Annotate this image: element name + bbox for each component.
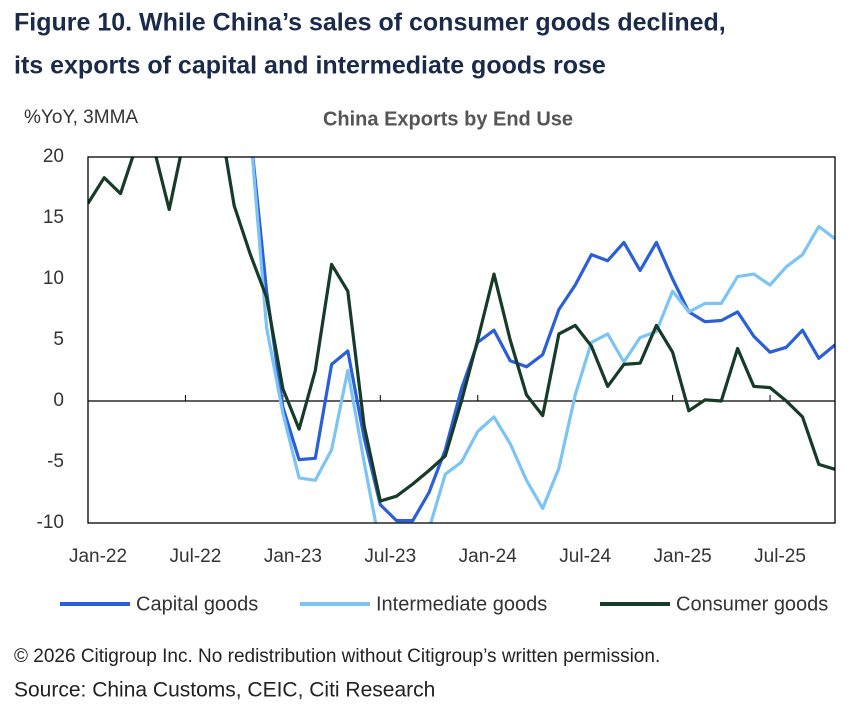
plot-lines bbox=[88, 157, 835, 523]
source: Source: China Customs, CEIC, Citi Resear… bbox=[14, 679, 435, 702]
x-tick-label: Jan-24 bbox=[459, 546, 518, 567]
y-axis-label: %YoY, 3MMA bbox=[24, 107, 138, 128]
copyright: © 2026 Citigroup Inc. No redistribution … bbox=[14, 646, 660, 667]
y-tick-label: 20 bbox=[43, 146, 64, 167]
x-tick-label: Jan-23 bbox=[264, 546, 322, 567]
legend-label: Intermediate goods bbox=[376, 593, 547, 615]
legend-label: Capital goods bbox=[136, 593, 258, 615]
y-tick-label: -10 bbox=[37, 512, 64, 533]
plot-frame bbox=[87, 156, 836, 524]
series-line bbox=[250, 157, 835, 523]
y-tick-label: 5 bbox=[53, 329, 64, 350]
y-tick-label: 15 bbox=[43, 207, 64, 228]
x-tick-label: Jul-22 bbox=[170, 546, 222, 567]
y-tick-label: 0 bbox=[53, 390, 64, 411]
legend-label: Consumer goods bbox=[676, 593, 828, 615]
x-tick-label: Jul-23 bbox=[364, 546, 416, 567]
x-tick-label: Jul-25 bbox=[754, 546, 806, 567]
figure-title-line2: its exports of capital and intermediate … bbox=[14, 52, 606, 80]
series-line bbox=[88, 157, 835, 503]
x-tick-label: Jan-25 bbox=[654, 546, 712, 567]
x-tick-label: Jul-24 bbox=[559, 546, 611, 567]
y-tick-label: -5 bbox=[47, 451, 64, 472]
series-line bbox=[251, 157, 835, 523]
y-tick-label: 10 bbox=[43, 268, 64, 289]
x-tick-label: Jan-22 bbox=[69, 546, 127, 567]
figure-title: Figure 10. While China’s sales of consum… bbox=[14, 9, 726, 37]
chart-title: China Exports by End Use bbox=[323, 108, 573, 130]
